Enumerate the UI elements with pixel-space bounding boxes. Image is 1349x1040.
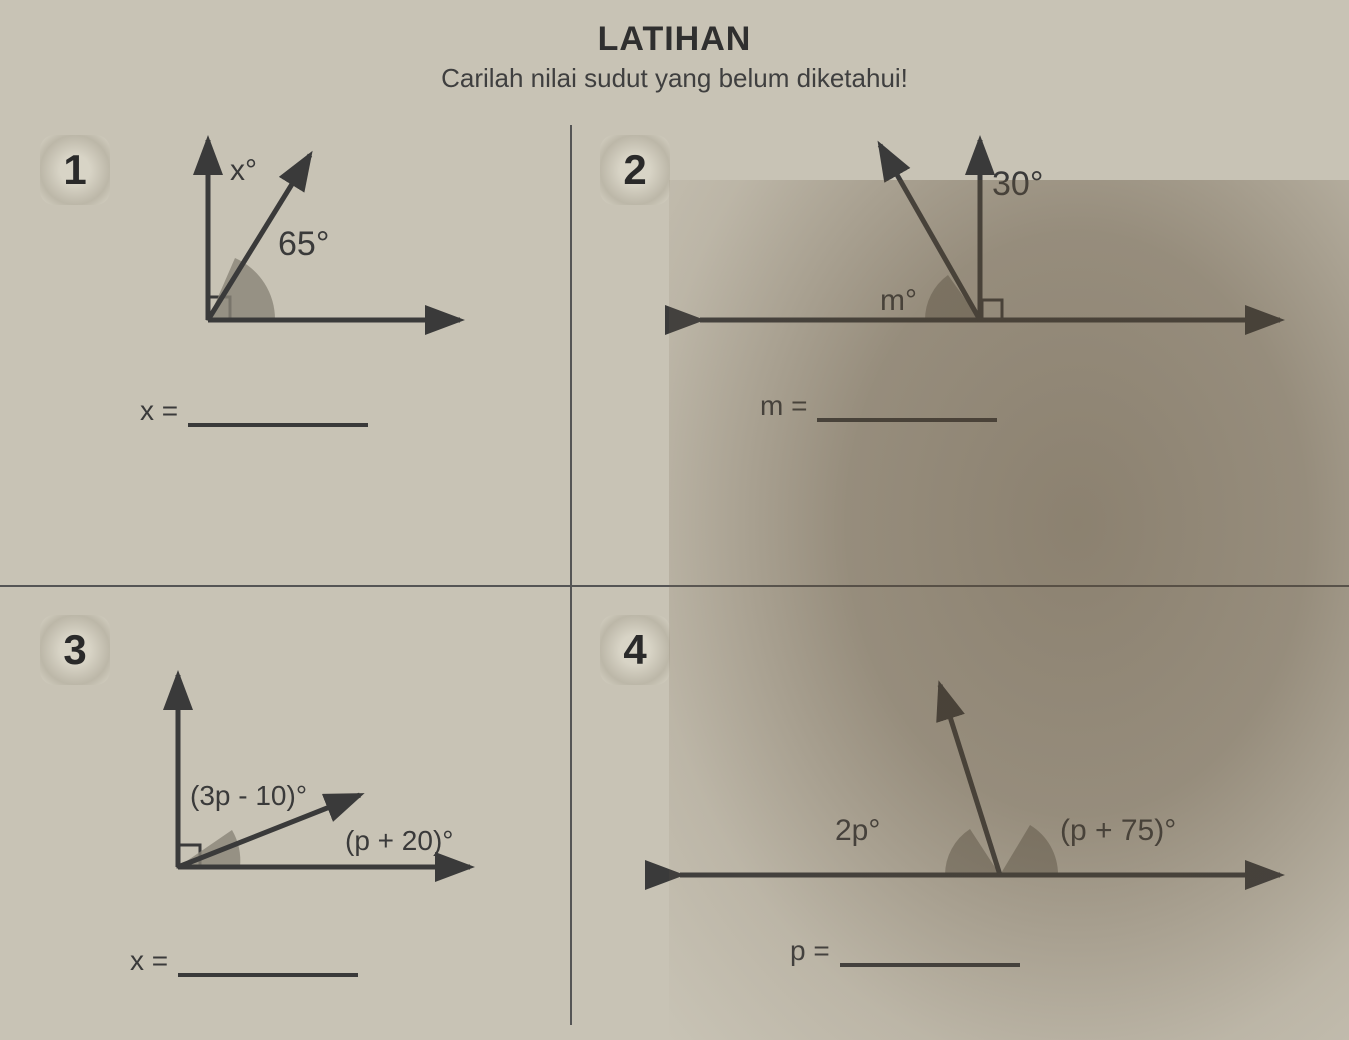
worksheet-header: LATIHAN Carilah nilai sudut yang belum d… — [0, 0, 1349, 94]
answer-prefix-2: m = — [760, 390, 807, 422]
answer-line-1: x = — [140, 395, 368, 427]
answer-line-3: x = — [130, 945, 358, 977]
answer-blank-1 — [188, 423, 368, 427]
angle-30-label: 30° — [992, 165, 1043, 203]
angle-65-label: 65° — [278, 225, 329, 263]
angle-3p-10-label: (3p - 10)° — [190, 780, 307, 811]
page-subtitle: Carilah nilai sudut yang belum diketahui… — [0, 63, 1349, 94]
problem-badge-1: 1 — [40, 135, 110, 205]
answer-line-2: m = — [760, 390, 997, 422]
angle-x-label: x° — [230, 154, 257, 187]
grid-horizontal-divider — [0, 585, 1349, 587]
answer-blank-3 — [178, 973, 358, 977]
angle-p-20-label: (p + 20)° — [345, 825, 453, 856]
problem-1: 1 x° 65° x = — [40, 135, 560, 575]
answer-prefix-3: x = — [130, 945, 168, 977]
problem-3: 3 (3p - 10)° (p + 20)° x = — [40, 615, 560, 1015]
diagram-2: 30° m° — [680, 125, 1300, 355]
problem-4: 4 2p° (p + 75)° p = — [600, 615, 1320, 1015]
grid-vertical-divider — [570, 125, 572, 1025]
answer-blank-2 — [817, 418, 997, 422]
diagram-4: 2p° (p + 75)° — [660, 655, 1300, 915]
answer-prefix-1: x = — [140, 395, 178, 427]
angle-m-label: m° — [880, 284, 917, 317]
diagram-1: x° 65° — [160, 125, 520, 355]
angle-2p-label: 2p° — [835, 814, 880, 847]
problem-2: 2 30° m° m = — [600, 135, 1320, 575]
problem-grid: 1 x° 65° x = 2 — [0, 125, 1349, 1025]
answer-prefix-4: p = — [790, 935, 830, 967]
angle-p-75-label: (p + 75)° — [1060, 814, 1176, 847]
page-title: LATIHAN — [0, 20, 1349, 59]
answer-blank-4 — [840, 963, 1020, 967]
problem-badge-3: 3 — [40, 615, 110, 685]
problem-badge-2: 2 — [600, 135, 670, 205]
diagram-3: (3p - 10)° (p + 20)° — [140, 655, 540, 905]
answer-line-4: p = — [790, 935, 1020, 967]
